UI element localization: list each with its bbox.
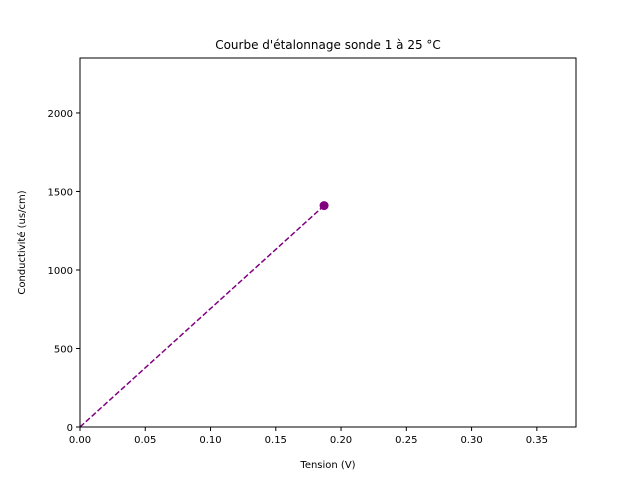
x-tick-label: 0.30 [460,435,482,446]
x-tick-label: 0.00 [69,435,91,446]
chart-title: Courbe d'étalonnage sonde 1 à 25 °C [215,38,441,52]
plot-frame [79,57,577,428]
y-tick-label: 500 [54,344,73,355]
y-tick-label: 2000 [48,109,73,120]
y-tick-label: 1500 [48,187,73,198]
y-axis-label: Conductivité (us/cm) [16,190,28,294]
x-tick-label: 0.05 [134,435,156,446]
y-tick-label: 0 [67,423,73,434]
y-axis: 0 500 1000 1500 2000 [48,109,80,434]
x-axis: 0.00 0.05 0.10 0.15 0.20 0.25 0.30 0.35 [69,427,548,446]
data-point [319,201,329,211]
x-tick-label: 0.25 [395,435,417,446]
x-tick-label: 0.35 [526,435,548,446]
x-tick-label: 0.15 [265,435,287,446]
x-tick-label: 0.20 [330,435,352,446]
y-tick-label: 1000 [48,266,73,277]
x-tick-label: 0.10 [199,435,221,446]
x-axis-label: Tension (V) [299,460,355,471]
plot-area [79,201,329,428]
